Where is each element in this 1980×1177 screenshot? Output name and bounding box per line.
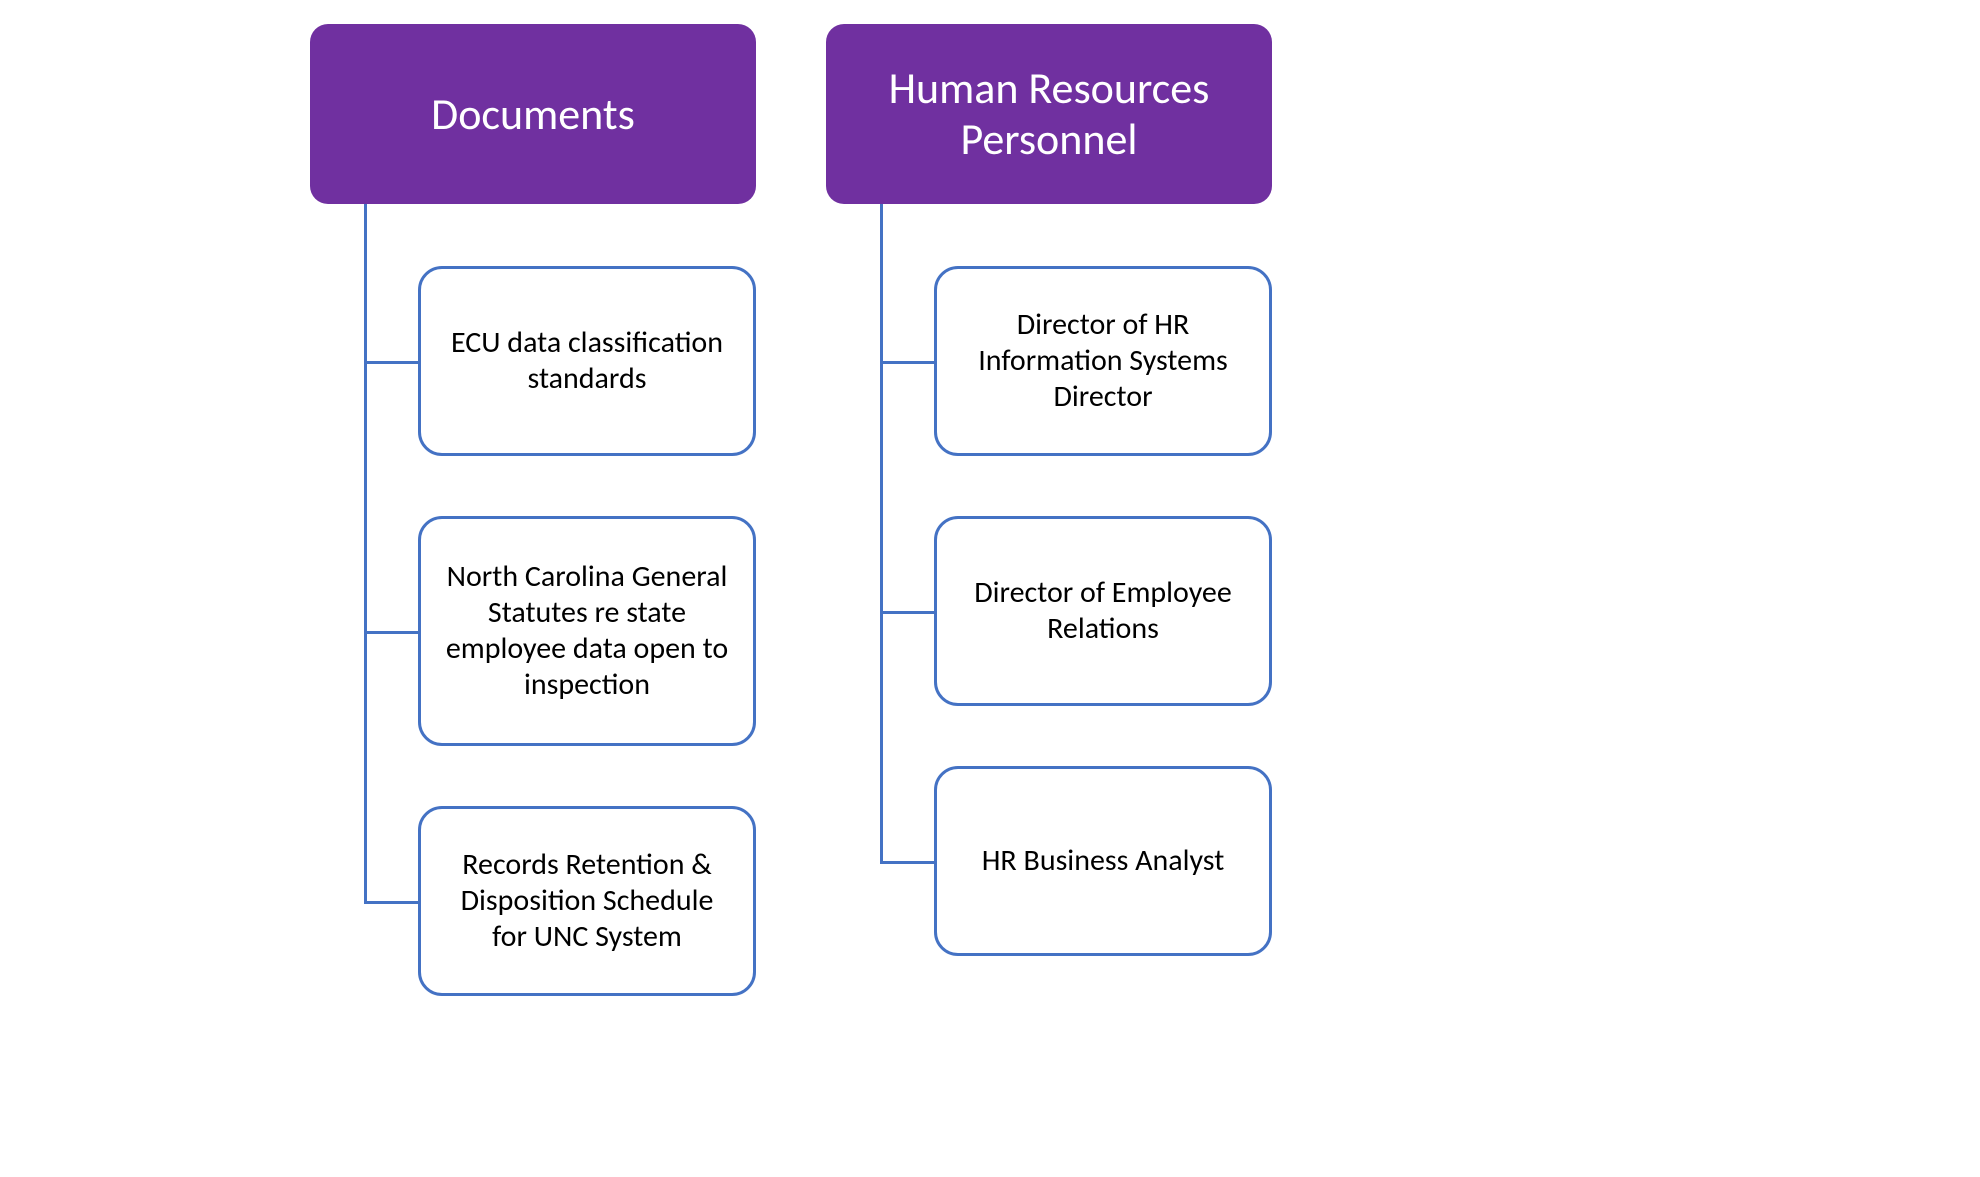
connector-horizontal (364, 361, 418, 364)
child-hr-personnel-2: HR Business Analyst (934, 766, 1272, 956)
child-hr-personnel-0: Director of HR Information Systems Direc… (934, 266, 1272, 456)
connector-horizontal (880, 611, 934, 614)
connector-horizontal (364, 901, 418, 904)
child-documents-0: ECU data classification standards (418, 266, 756, 456)
header-documents: Documents (310, 24, 756, 204)
connector-vertical (364, 204, 367, 904)
child-documents-1: North Carolina General Statutes re state… (418, 516, 756, 746)
connector-horizontal (364, 631, 418, 634)
connector-vertical (880, 204, 883, 864)
child-hr-personnel-1: Director of Employee Relations (934, 516, 1272, 706)
connector-horizontal (880, 861, 934, 864)
connector-horizontal (880, 361, 934, 364)
child-documents-2: Records Retention & Disposition Schedule… (418, 806, 756, 996)
header-hr-personnel: Human Resources Personnel (826, 24, 1272, 204)
